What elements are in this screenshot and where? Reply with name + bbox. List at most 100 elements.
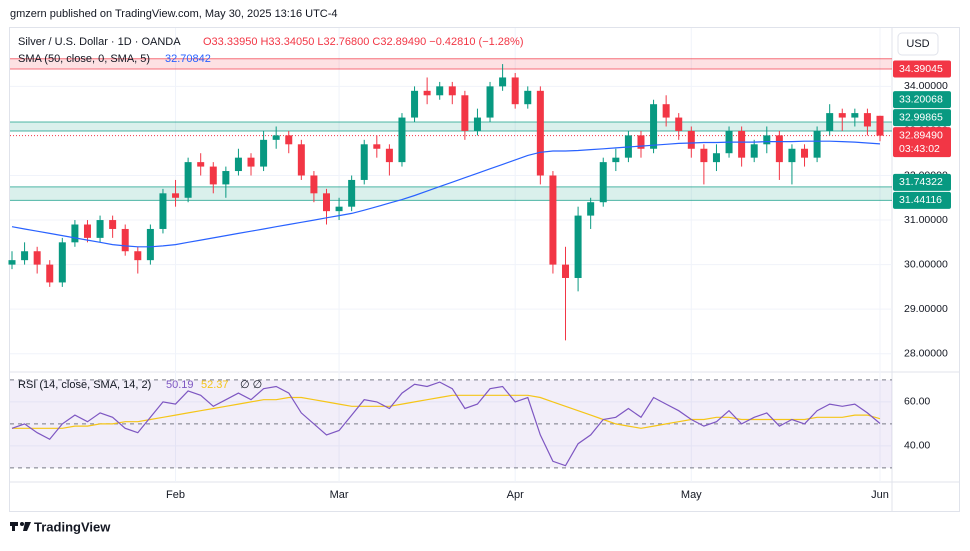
sma-legend: SMA (50, close, 0, SMA, 5) [18, 53, 150, 65]
candle-body [813, 130, 821, 158]
price-label-bg [893, 191, 951, 209]
rsi-legend-tail: ∅ ∅ [240, 379, 262, 391]
candle-body [700, 148, 708, 163]
x-tick-label: Feb [166, 489, 185, 501]
candle-body [650, 104, 658, 149]
y-tick-label: 29.00000 [904, 303, 948, 315]
price-label: 31.74322 [899, 176, 943, 188]
candle-body [197, 162, 205, 167]
candle-body [146, 228, 154, 261]
sma-line [11, 140, 881, 248]
candle-body [675, 117, 683, 131]
x-tick-label: Apr [507, 489, 524, 501]
candle-body [876, 115, 884, 136]
candle-body [21, 251, 29, 261]
candle-body [121, 228, 129, 252]
candle-body [209, 166, 217, 185]
candle-body [511, 77, 519, 105]
candle-body [536, 90, 544, 176]
price-label-bg [893, 60, 951, 78]
countdown: 03:43:02 [899, 143, 940, 155]
price-label: 32.99865 [899, 111, 943, 123]
candle-body [335, 206, 343, 212]
candle-body [662, 104, 670, 118]
candle-body [562, 264, 570, 278]
candle-body [33, 251, 41, 265]
price-label: 33.20068 [899, 93, 943, 105]
candle-body [247, 157, 255, 167]
candle-body [788, 148, 796, 163]
currency-button[interactable] [897, 32, 939, 56]
candle-body [687, 130, 695, 149]
candle-body [310, 175, 318, 194]
candle-body [801, 148, 809, 158]
candle-body [134, 251, 142, 261]
candle-body [385, 148, 393, 163]
candle-body [524, 90, 532, 105]
rsi-legend-value: 50.19 [166, 379, 194, 391]
candle-body [322, 193, 330, 212]
candle-body [234, 157, 242, 172]
candle-body [96, 220, 104, 238]
candle-body [71, 224, 79, 243]
candle-body [486, 86, 494, 118]
rsi-tick-label: 60.00 [904, 396, 930, 408]
candle-body [587, 202, 595, 216]
price-label-bg [893, 91, 951, 109]
rsi-sma-legend-value: 52.37 [201, 379, 229, 391]
candle-body [612, 157, 620, 163]
price-label: 34.39045 [899, 63, 943, 75]
zone [10, 186, 892, 201]
rsi-legend: RSI (14, close, SMA, 14, 2) [18, 379, 151, 391]
brand-logo [10, 522, 31, 531]
candle-body [109, 220, 117, 229]
candle-body [411, 90, 419, 118]
price-label-bg [893, 127, 951, 158]
ohlc-readout: O33.33950 H33.34050 L32.76800 C32.89490 … [203, 36, 524, 48]
candle-body [373, 144, 381, 149]
y-tick-label: 34.00000 [904, 80, 948, 92]
publisher: gmzern published on TradingView.com, May… [10, 8, 338, 20]
candle-body [172, 193, 180, 198]
y-tick-label: 30.00000 [904, 258, 948, 270]
x-tick-label: Mar [330, 489, 349, 501]
candle-body [838, 113, 846, 118]
currency[interactable]: USD [906, 38, 929, 50]
price-label: 32.89490 [899, 129, 943, 141]
candle-body [360, 144, 368, 180]
candle-body [599, 162, 607, 203]
candle-body [348, 179, 356, 207]
y-tick-label: 31.00000 [904, 214, 948, 226]
candle-body [574, 215, 582, 278]
candle-body [260, 139, 268, 167]
candle-body [826, 113, 834, 131]
candle-body [712, 153, 720, 163]
candle-body [863, 113, 871, 127]
price-label-bg [893, 173, 951, 191]
candle-body [46, 264, 54, 283]
sma-legend-value: 32.70842 [165, 53, 211, 65]
x-tick-label: Jun [871, 489, 889, 501]
candle-body [549, 175, 557, 265]
rsi-tick-label: 40.00 [904, 440, 930, 452]
candle-body [297, 144, 305, 176]
candle-body [398, 117, 406, 163]
candle-body [461, 95, 469, 131]
candle-body [738, 130, 746, 158]
candle-body [763, 135, 771, 145]
candle-body [851, 113, 859, 118]
symbol-title: Silver / U.S. Dollar · 1D · OANDA [18, 36, 181, 48]
candle-body [285, 135, 293, 145]
zone [10, 121, 892, 131]
candle-body [423, 90, 431, 96]
candle-body [436, 86, 444, 96]
candle-body [8, 260, 16, 265]
candle-body [775, 135, 783, 163]
candle-body [159, 193, 167, 229]
price-label-bg [893, 109, 951, 127]
candle-body [750, 144, 758, 158]
candle-body [473, 117, 481, 131]
zone [10, 58, 892, 69]
price-label: 31.44116 [899, 194, 942, 206]
